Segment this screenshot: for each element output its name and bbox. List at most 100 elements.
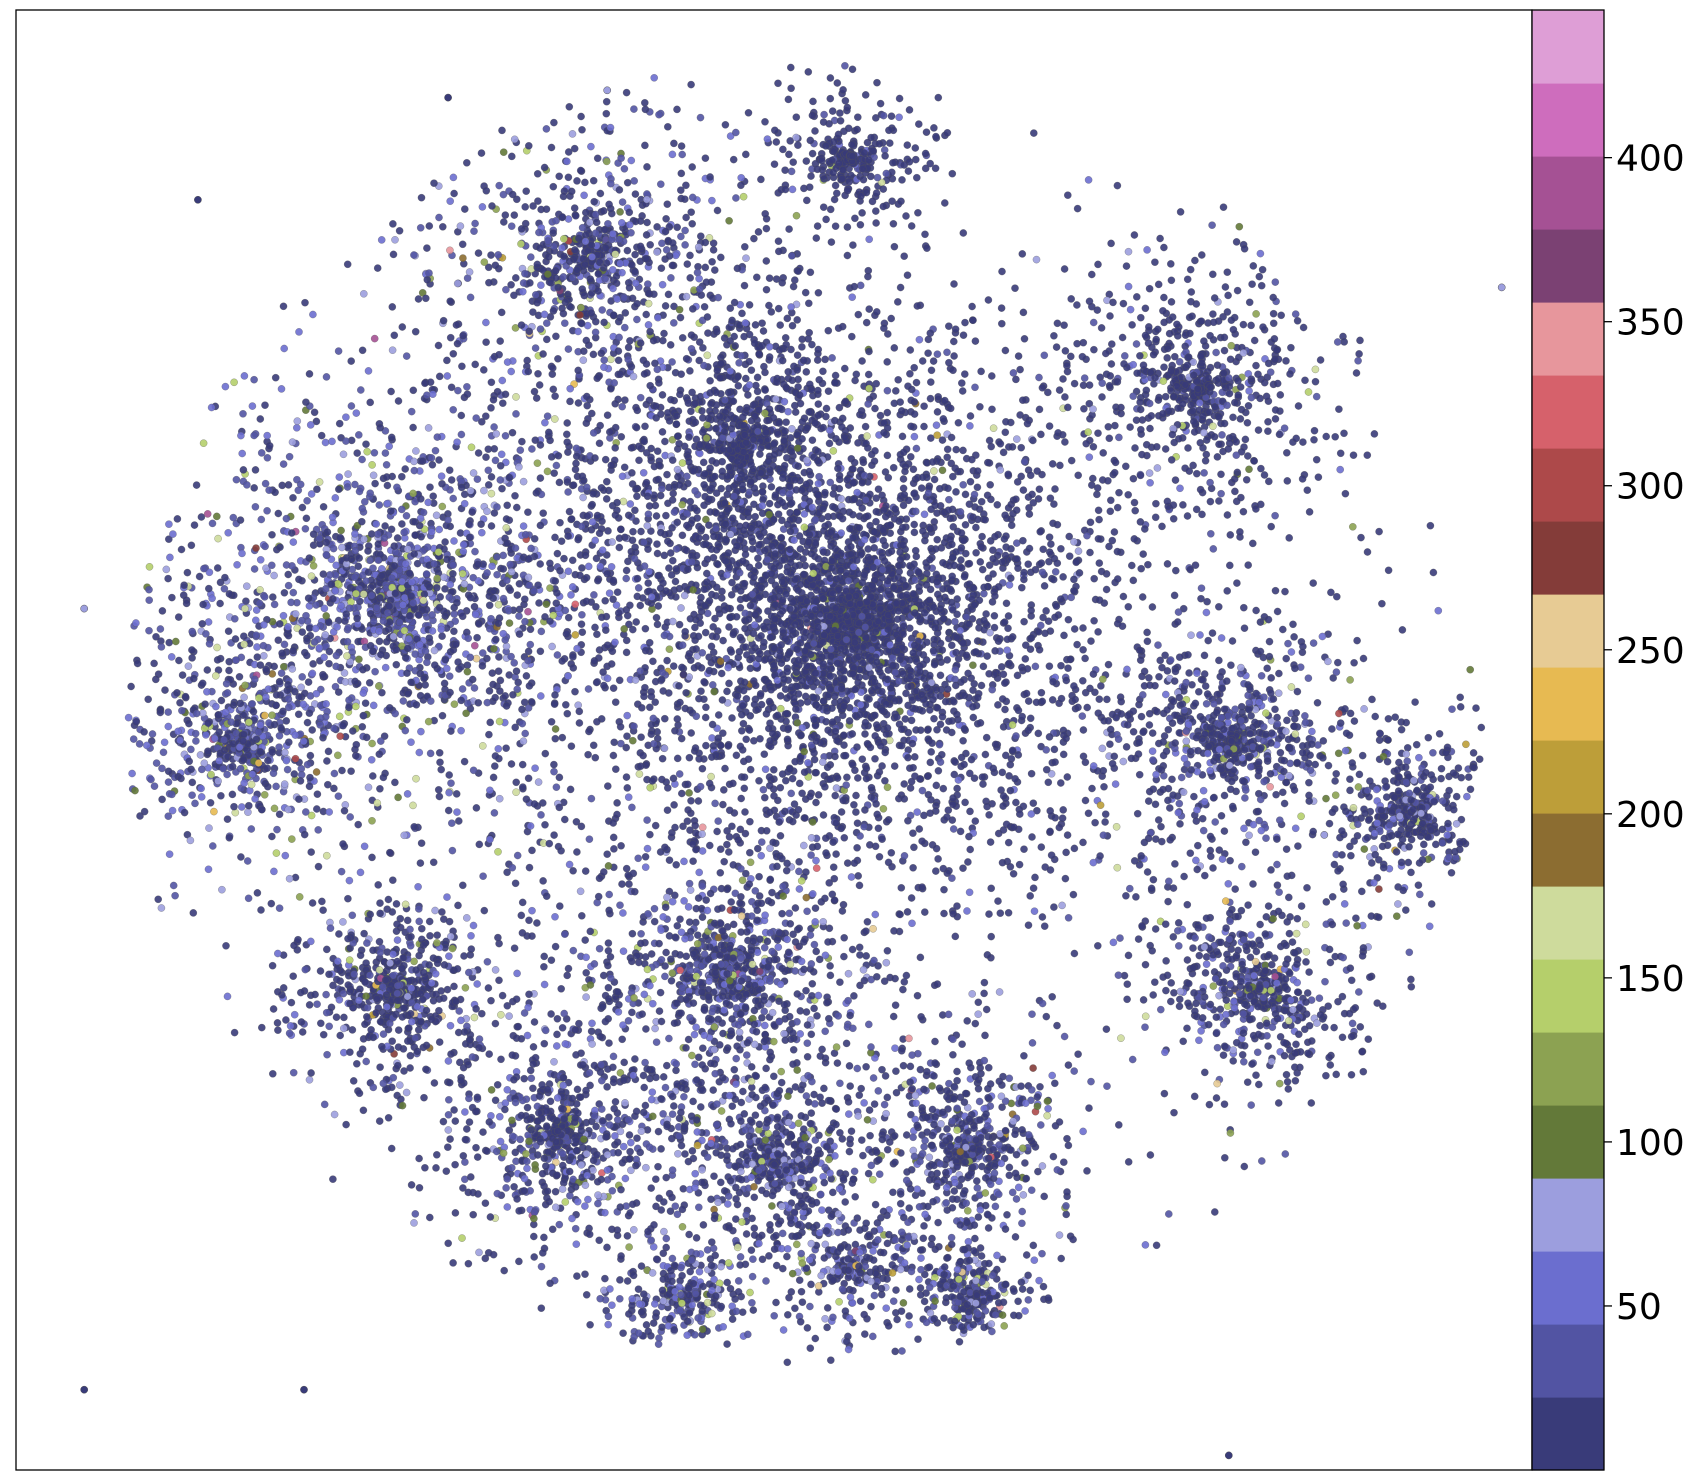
scatter-point	[1160, 293, 1168, 302]
scatter-point	[454, 386, 462, 395]
scatter-point	[1384, 714, 1393, 723]
scatter-point	[717, 1107, 726, 1115]
scatter-point	[847, 1127, 856, 1136]
scatter-point	[891, 1001, 900, 1010]
scatter-point	[969, 661, 977, 670]
scatter-point	[1126, 423, 1134, 431]
scatter-point	[824, 512, 832, 521]
scatter-point	[812, 947, 821, 956]
scatter-point	[1245, 298, 1254, 307]
scatter-point	[561, 1198, 570, 1206]
scatter-point	[462, 158, 471, 167]
scatter-point	[284, 581, 293, 590]
scatter-point	[231, 635, 240, 643]
scatter-point	[883, 386, 892, 395]
scatter-point	[493, 570, 501, 579]
scatter-point	[298, 503, 307, 512]
scatter-point	[478, 742, 487, 750]
scatter-point	[833, 79, 842, 87]
scatter-point	[884, 858, 893, 867]
scatter-point	[875, 1170, 884, 1179]
scatter-point	[578, 628, 587, 637]
scatter-point	[235, 672, 244, 681]
scatter-point	[370, 448, 379, 457]
scatter-point	[1209, 310, 1217, 318]
scatter-point	[997, 304, 1006, 312]
scatter-point	[696, 1103, 705, 1111]
scatter-point	[524, 774, 533, 783]
scatter-point	[575, 1019, 583, 1028]
scatter-point	[1346, 964, 1355, 973]
scatter-point	[653, 447, 662, 456]
scatter-point	[725, 216, 733, 225]
scatter-point	[850, 458, 859, 467]
scatter-point	[659, 1073, 668, 1081]
scatter-point	[742, 735, 751, 744]
scatter-point	[263, 453, 272, 462]
scatter-point	[475, 840, 484, 849]
scatter-point	[1419, 849, 1428, 857]
scatter-point	[479, 1128, 487, 1136]
scatter-point	[891, 974, 899, 983]
scatter-point	[736, 1253, 745, 1261]
scatter-point	[1200, 469, 1208, 477]
scatter-point	[1089, 858, 1098, 867]
scatter-point	[762, 826, 771, 835]
scatter-point	[1257, 281, 1266, 290]
scatter-point	[537, 627, 546, 636]
scatter-point	[909, 465, 918, 474]
scatter-point	[438, 502, 447, 511]
scatter-point	[940, 1314, 948, 1322]
scatter-point	[450, 700, 459, 709]
scatter-point	[899, 484, 908, 493]
scatter-point	[647, 692, 656, 701]
scatter-point	[274, 509, 283, 518]
scatter-point	[718, 696, 727, 704]
scatter-point	[851, 1192, 860, 1201]
scatter-point	[657, 1145, 665, 1153]
scatter-point	[950, 280, 958, 288]
scatter-point	[183, 568, 192, 577]
scatter-point	[191, 799, 199, 808]
scatter-point	[1269, 309, 1278, 318]
scatter-point	[424, 424, 433, 432]
scatter-point	[1063, 403, 1072, 412]
scatter-point	[678, 1222, 687, 1231]
scatter-point	[1070, 949, 1079, 958]
scatter-point	[971, 1019, 980, 1028]
scatter-point	[685, 1230, 693, 1239]
scatter-point	[1029, 1241, 1038, 1250]
scatter-point	[850, 992, 858, 1000]
scatter-point	[1099, 449, 1108, 457]
scatter-point	[1431, 840, 1440, 849]
scatter-point	[749, 1306, 758, 1314]
scatter-point	[858, 209, 866, 217]
scatter-point	[698, 913, 707, 922]
scatter-point	[1031, 873, 1039, 882]
scatter-point	[467, 931, 475, 940]
scatter-point	[567, 742, 576, 751]
scatter-point	[524, 508, 532, 517]
scatter-point	[524, 607, 532, 616]
scatter-point	[698, 764, 707, 773]
scatter-point	[1094, 429, 1102, 438]
scatter-point	[1040, 351, 1049, 360]
scatter-point	[354, 820, 363, 829]
scatter-point	[1326, 1061, 1335, 1069]
scatter-point	[471, 547, 479, 556]
scatter-point	[330, 769, 339, 778]
scatter-point	[128, 769, 136, 778]
scatter-point	[435, 456, 443, 464]
scatter-point	[917, 484, 926, 492]
scatter-point	[1021, 1307, 1029, 1315]
scatter-point	[1107, 360, 1116, 368]
scatter-point	[788, 425, 796, 433]
scatter-point	[807, 833, 816, 842]
scatter-point	[551, 725, 560, 733]
scatter-point	[203, 666, 212, 674]
scatter-point	[851, 214, 859, 223]
scatter-point	[964, 1237, 973, 1246]
scatter-point	[197, 793, 206, 801]
scatter-point	[636, 393, 645, 402]
scatter-point	[641, 141, 649, 150]
